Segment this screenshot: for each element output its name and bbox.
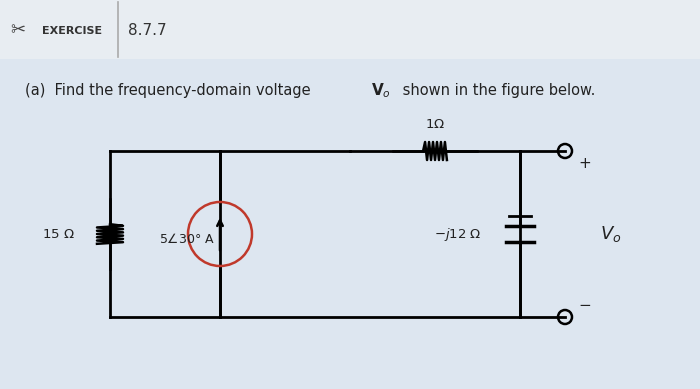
Text: $V_o$: $V_o$: [600, 224, 622, 244]
Text: 1$\Omega$: 1$\Omega$: [425, 118, 445, 131]
Text: $\mathbf{V}_o$: $\mathbf{V}_o$: [371, 82, 391, 100]
Text: (a)  Find the frequency-domain voltage: (a) Find the frequency-domain voltage: [25, 84, 315, 98]
Text: 8.7.7: 8.7.7: [128, 23, 167, 38]
Text: 15 $\Omega$: 15 $\Omega$: [42, 228, 75, 240]
Text: ✂: ✂: [10, 21, 26, 40]
FancyBboxPatch shape: [5, 64, 695, 384]
FancyBboxPatch shape: [0, 0, 700, 59]
FancyBboxPatch shape: [0, 59, 700, 389]
Text: shown in the figure below.: shown in the figure below.: [398, 84, 596, 98]
Text: EXERCISE: EXERCISE: [42, 26, 102, 35]
Text: $-j12\ \Omega$: $-j12\ \Omega$: [435, 226, 482, 242]
Text: 5$\angle$30° A: 5$\angle$30° A: [160, 232, 215, 246]
Text: +: +: [578, 156, 591, 170]
Text: −: −: [578, 298, 591, 312]
